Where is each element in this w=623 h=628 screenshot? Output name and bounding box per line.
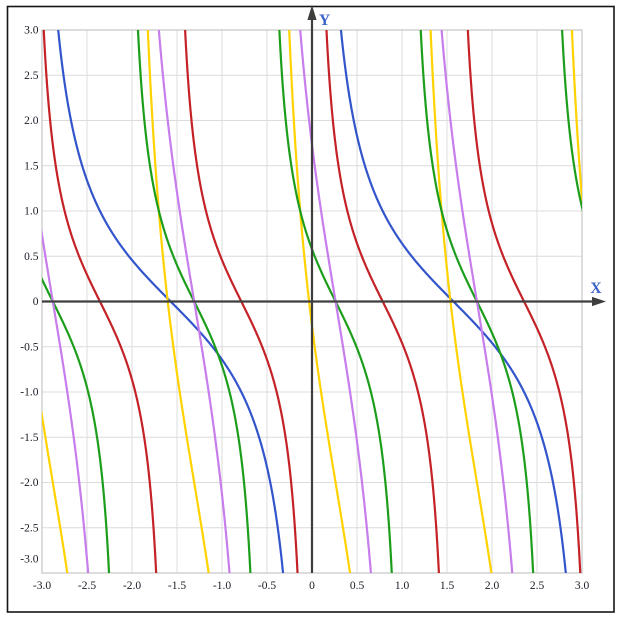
y-tick-label: 0.5 — [24, 251, 39, 263]
x-tick-label: -0.5 — [258, 580, 276, 592]
axes — [42, 17, 596, 573]
x-tick-label: 0.5 — [350, 580, 365, 592]
y-tick-label: 0 — [33, 296, 39, 308]
y-tick-label: -2.0 — [20, 477, 38, 489]
y-tick-label: 1.5 — [24, 160, 39, 172]
y-tick-label: 2.5 — [24, 70, 39, 82]
x-tick-label: 1.5 — [440, 580, 455, 592]
curve-y-cot-x — [57, 30, 567, 573]
x-tick-label: 1.0 — [395, 580, 410, 592]
x-axis-label: X — [590, 280, 602, 297]
y-tick-label: -2.5 — [20, 522, 38, 534]
x-tick-label: -1.5 — [168, 580, 186, 592]
outer-border — [6, 5, 615, 613]
y-tick-label: -3.0 — [20, 554, 38, 566]
x-tick-label: -1.0 — [213, 580, 231, 592]
x-tick-label: 0 — [309, 580, 315, 592]
y-tick-label: -1.5 — [20, 432, 38, 444]
y-tick-label: 2.0 — [24, 115, 39, 127]
x-axis-arrowhead — [592, 296, 606, 307]
x-tick-label: 3.0 — [575, 580, 590, 592]
y-tick-label: -1.0 — [20, 387, 38, 399]
y-tick-label: 1.0 — [24, 206, 39, 218]
x-tick-label: -3.0 — [33, 580, 51, 592]
y-axis-label: Y — [319, 12, 330, 29]
x-tick-label: 2.5 — [530, 580, 545, 592]
x-tick-label: -2.0 — [123, 580, 141, 592]
y-tick-label: 3.0 — [24, 25, 39, 37]
curve-y-3cot-2x-pi-3-2 — [42, 30, 582, 573]
x-tick-label: -2.5 — [78, 580, 96, 592]
y-tick-label: -0.5 — [20, 341, 38, 353]
y-axis-arrowhead — [307, 5, 317, 20]
x-tick-label: 2.0 — [485, 580, 500, 592]
